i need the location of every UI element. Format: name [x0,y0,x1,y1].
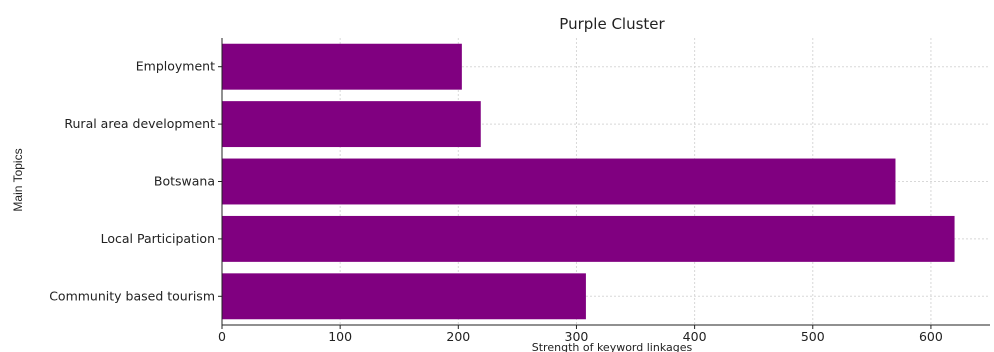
bar [222,215,955,262]
x-tick-label: 400 [683,329,707,344]
chart-title: Purple Cluster [559,15,665,33]
x-tick-label: 0 [218,329,226,344]
bar [222,273,586,320]
x-tick-label: 200 [446,329,470,344]
y-category-label: Rural area development [64,116,215,131]
y-axis-label: Main Topics [11,148,25,211]
x-tick-label: 300 [565,329,589,344]
bar [222,101,481,148]
y-category-label: Botswana [154,174,215,189]
x-tick-label: 500 [801,329,825,344]
x-tick-label: 600 [919,329,943,344]
bar [222,43,462,90]
x-tick-label: 100 [328,329,352,344]
y-category-label: Local Participation [101,231,215,246]
y-category-labels: Community based tourism Local Participati… [49,59,222,303]
x-ticks: 0 100 200 300 400 500 600 [218,325,943,344]
bar [222,158,896,205]
y-category-label: Employment [136,59,215,74]
y-category-label: Community based tourism [49,288,215,303]
bars [222,43,955,320]
x-axis-label: Strength of keyword linkages [532,341,693,352]
